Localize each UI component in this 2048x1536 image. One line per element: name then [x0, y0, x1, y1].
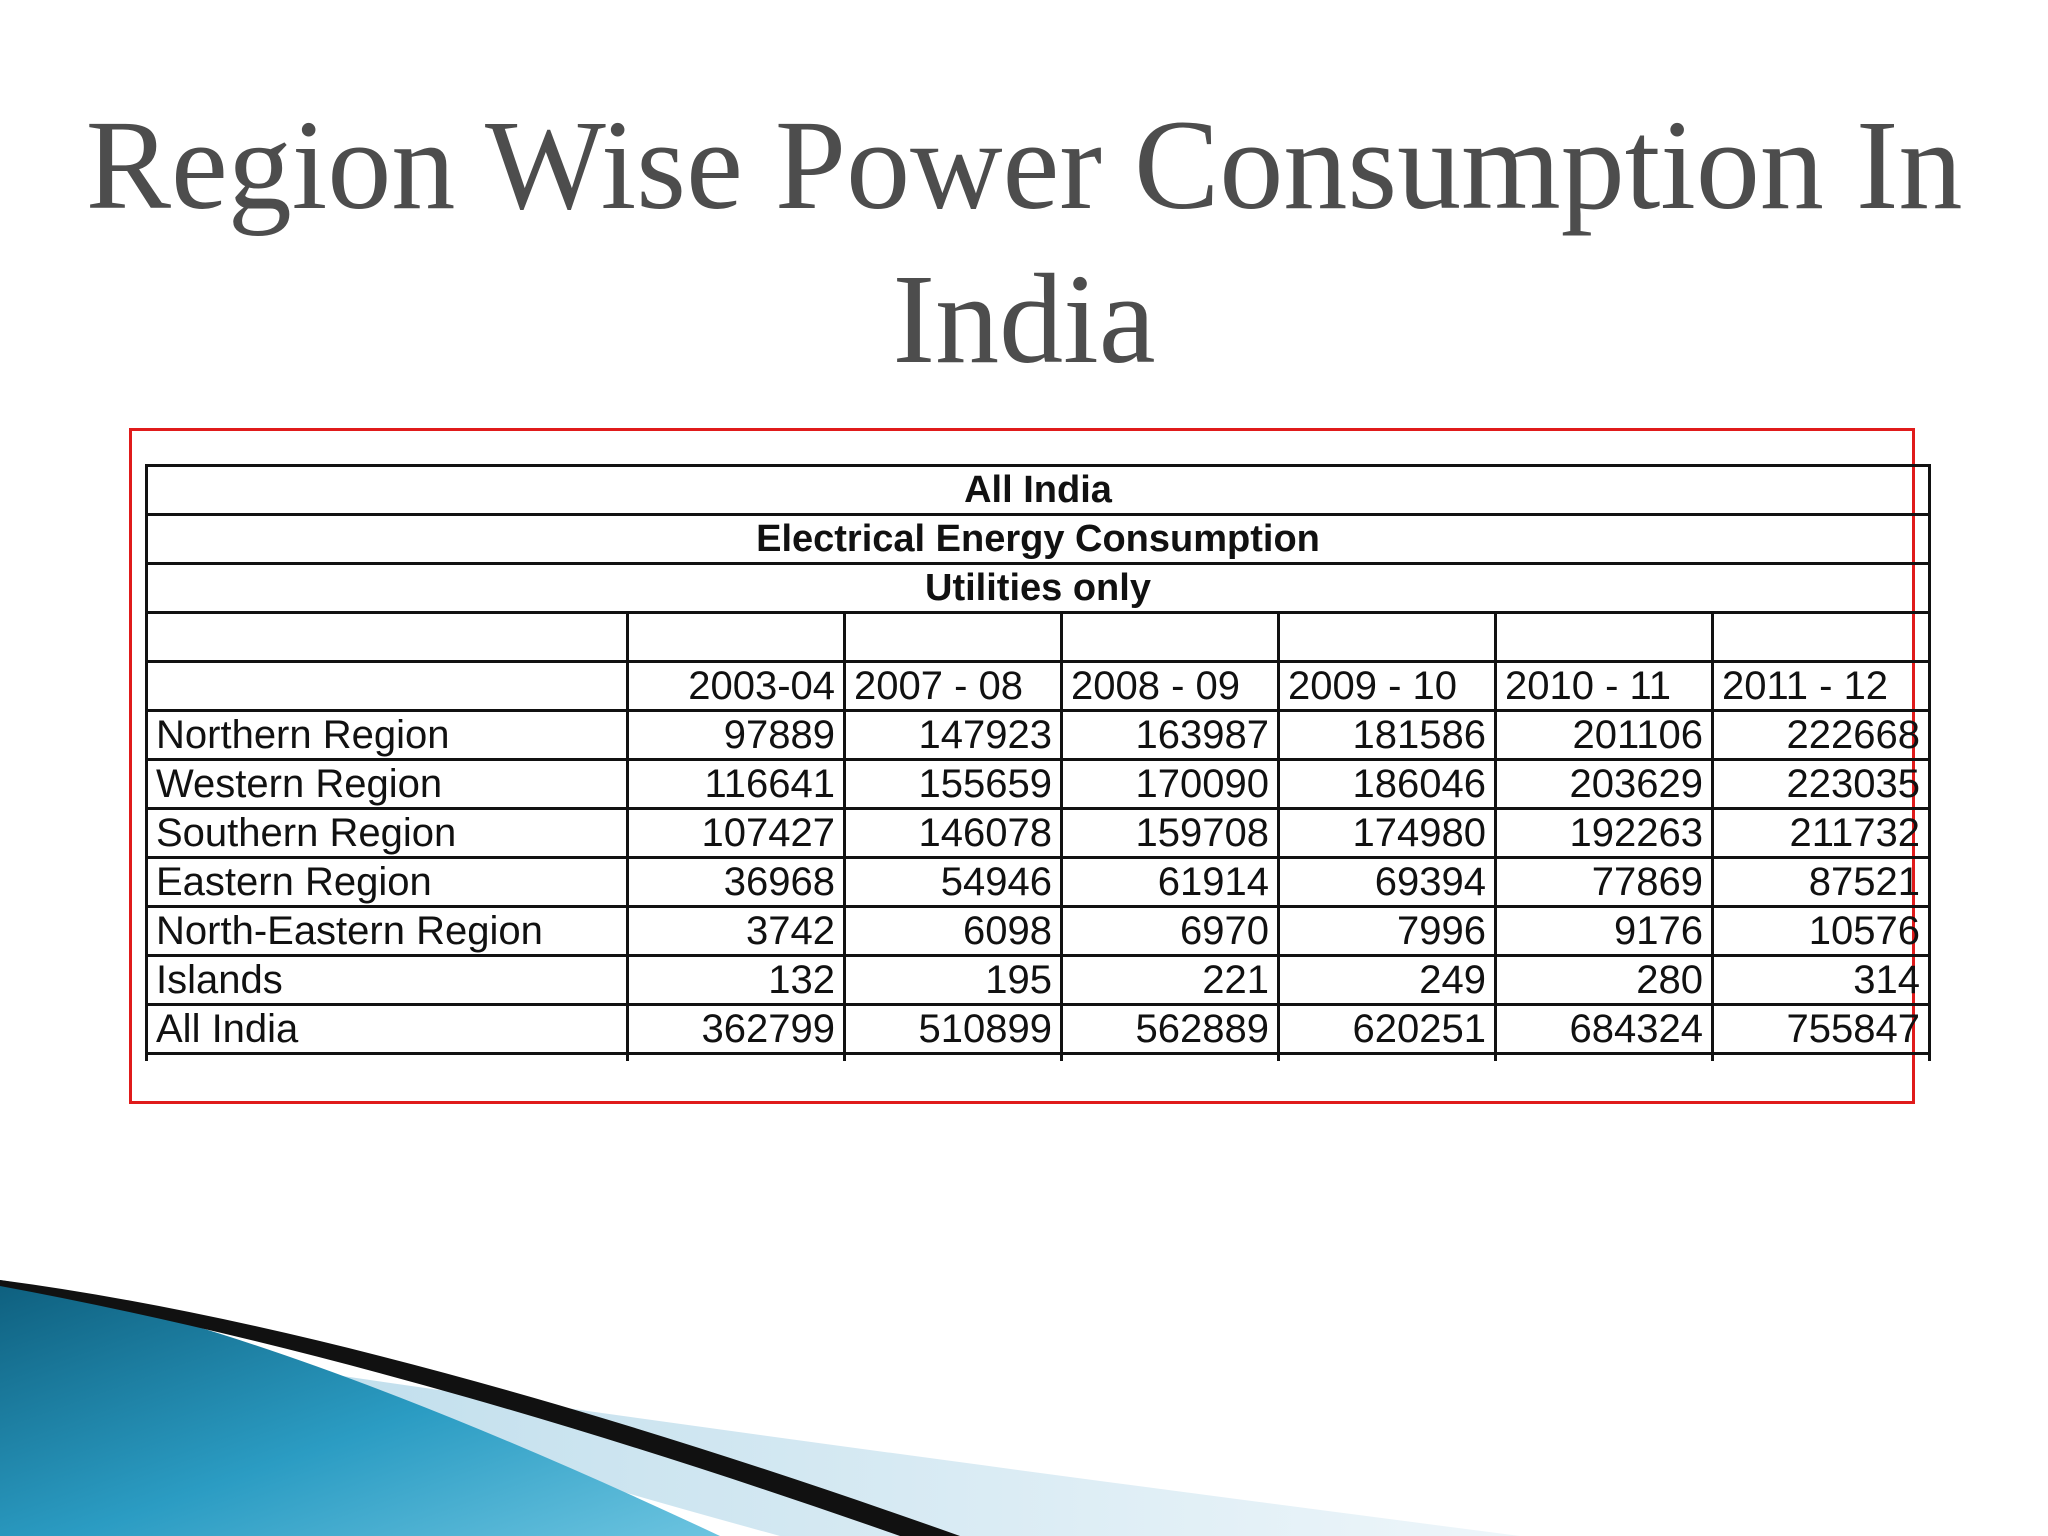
table-row: Southern Region 107427 146078 159708 174…: [145, 807, 1931, 859]
region-name: Southern Region: [145, 807, 629, 859]
region-name: Islands: [145, 954, 629, 1006]
region-name: North-Eastern Region: [145, 905, 629, 957]
value-cell: 10576: [1711, 905, 1931, 957]
blank-cell: [1060, 611, 1280, 663]
region-name: Western Region: [145, 758, 629, 810]
value-cell: 201106: [1494, 709, 1714, 761]
table-row: North-Eastern Region 3742 6098 6970 7996…: [145, 905, 1931, 957]
table-tail-row: [145, 1052, 1931, 1061]
tail-cell: [1060, 1052, 1280, 1061]
value-cell: 3742: [626, 905, 846, 957]
value-cell: 6098: [843, 905, 1063, 957]
value-cell: 147923: [843, 709, 1063, 761]
value-cell: 181586: [1277, 709, 1497, 761]
value-cell: 684324: [1494, 1003, 1714, 1055]
tail-cell: [1277, 1052, 1497, 1061]
value-cell: 755847: [1711, 1003, 1931, 1055]
value-cell: 314: [1711, 954, 1931, 1006]
value-cell: 36968: [626, 856, 846, 908]
table-heading-row: All India: [145, 464, 1931, 516]
value-cell: 116641: [626, 758, 846, 810]
tail-cell: [1494, 1052, 1714, 1061]
blank-cell: [145, 611, 629, 663]
value-cell: 192263: [1494, 807, 1714, 859]
value-cell: 107427: [626, 807, 846, 859]
region-name: All India: [145, 1003, 629, 1055]
value-cell: 362799: [626, 1003, 846, 1055]
value-cell: 223035: [1711, 758, 1931, 810]
value-cell: 6970: [1060, 905, 1280, 957]
year-header: 2007 - 08: [843, 660, 1063, 712]
year-header: 2011 - 12: [1711, 660, 1931, 712]
value-cell: 221: [1060, 954, 1280, 1006]
value-cell: 620251: [1277, 1003, 1497, 1055]
value-cell: 97889: [626, 709, 846, 761]
corner-swoosh-decoration: [0, 1280, 1520, 1536]
tail-cell: [626, 1052, 846, 1061]
blank-cell: [1277, 611, 1497, 663]
table-year-header-row: 2003-04 2007 - 08 2008 - 09 2009 - 10 20…: [145, 660, 1931, 712]
value-cell: 163987: [1060, 709, 1280, 761]
value-cell: 203629: [1494, 758, 1714, 810]
table-heading-utilities: Utilities only: [145, 562, 1931, 614]
value-cell: 174980: [1277, 807, 1497, 859]
table-row: Northern Region 97889 147923 163987 1815…: [145, 709, 1931, 761]
value-cell: 510899: [843, 1003, 1063, 1055]
value-cell: 61914: [1060, 856, 1280, 908]
value-cell: 211732: [1711, 807, 1931, 859]
table-row: Islands 132 195 221 249 280 314: [145, 954, 1931, 1006]
tail-cell: [145, 1052, 629, 1061]
region-name: Northern Region: [145, 709, 629, 761]
value-cell: 562889: [1060, 1003, 1280, 1055]
value-cell: 222668: [1711, 709, 1931, 761]
value-cell: 132: [626, 954, 846, 1006]
value-cell: 7996: [1277, 905, 1497, 957]
value-cell: 195: [843, 954, 1063, 1006]
value-cell: 146078: [843, 807, 1063, 859]
value-cell: 54946: [843, 856, 1063, 908]
value-cell: 87521: [1711, 856, 1931, 908]
value-cell: 159708: [1060, 807, 1280, 859]
year-header: 2009 - 10: [1277, 660, 1497, 712]
value-cell: 9176: [1494, 905, 1714, 957]
tail-cell: [1711, 1052, 1931, 1061]
year-header: 2010 - 11: [1494, 660, 1714, 712]
value-cell: 170090: [1060, 758, 1280, 810]
year-header: 2003-04: [626, 660, 846, 712]
table-heading-row: Utilities only: [145, 562, 1931, 614]
table-heading-energy: Electrical Energy Consumption: [145, 513, 1931, 565]
slide-title: Region Wise Power Consumption In India: [85, 94, 1963, 390]
swoosh-teal-band: [0, 1280, 720, 1536]
blank-cell: [1711, 611, 1931, 663]
year-header-corner: [145, 660, 629, 712]
value-cell: 249: [1277, 954, 1497, 1006]
blank-cell: [843, 611, 1063, 663]
tail-cell: [843, 1052, 1063, 1061]
energy-consumption-table: All India Electrical Energy Consumption …: [145, 464, 1931, 1061]
value-cell: 77869: [1494, 856, 1714, 908]
table-heading-row: Electrical Energy Consumption: [145, 513, 1931, 565]
table-row: Western Region 116641 155659 170090 1860…: [145, 758, 1931, 810]
table-heading-all-india: All India: [145, 464, 1931, 516]
table-row-total: All India 362799 510899 562889 620251 68…: [145, 1003, 1931, 1055]
table-row: Eastern Region 36968 54946 61914 69394 7…: [145, 856, 1931, 908]
value-cell: 186046: [1277, 758, 1497, 810]
value-cell: 280: [1494, 954, 1714, 1006]
table-blank-row: [145, 611, 1931, 663]
value-cell: 155659: [843, 758, 1063, 810]
region-name: Eastern Region: [145, 856, 629, 908]
blank-cell: [626, 611, 846, 663]
year-header: 2008 - 09: [1060, 660, 1280, 712]
blank-cell: [1494, 611, 1714, 663]
value-cell: 69394: [1277, 856, 1497, 908]
swoosh-dark-band: [0, 1280, 960, 1536]
